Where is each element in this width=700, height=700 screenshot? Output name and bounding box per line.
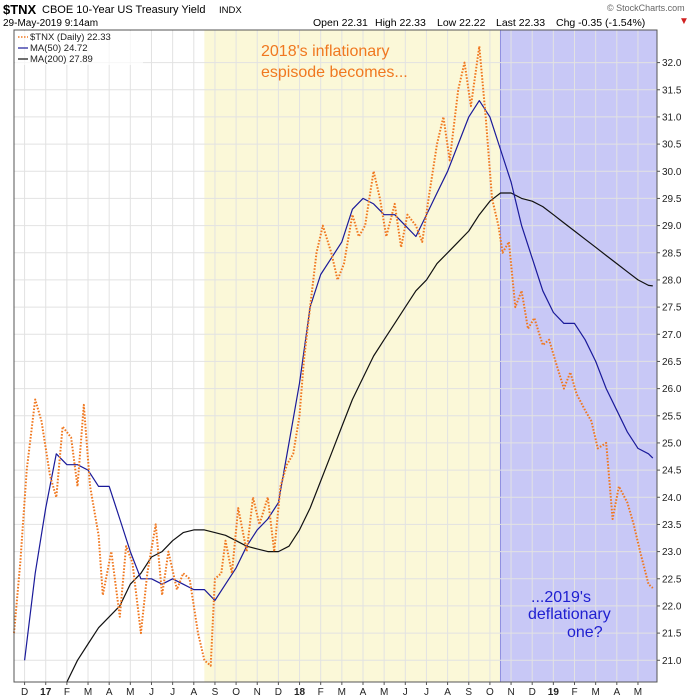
- x-tick-label: M: [380, 687, 388, 698]
- y-tick-label: 26.5: [662, 357, 682, 368]
- x-tick-label: F: [571, 687, 577, 698]
- x-tick-label: F: [318, 687, 324, 698]
- x-tick-label: 18: [294, 687, 306, 698]
- y-tick-label: 30.5: [662, 140, 682, 151]
- x-tick-label: M: [84, 687, 92, 698]
- series-ma200: [66, 192, 653, 683]
- quote-change: Chg -0.35 (-1.54%): [556, 17, 646, 29]
- y-tick-label: 28.5: [662, 248, 682, 259]
- x-tick-label: A: [444, 687, 451, 698]
- y-tick-label: 27.5: [662, 303, 682, 314]
- legend-ma50-label: MA(50) 24.72: [30, 43, 88, 54]
- x-tick-label: A: [360, 687, 367, 698]
- x-tick-label: S: [212, 687, 219, 698]
- y-tick-label: 21.5: [662, 629, 682, 640]
- y-tick-label: 30.0: [662, 167, 682, 178]
- x-tick-label: D: [21, 687, 28, 698]
- annotation-deflation-line3: one?: [567, 624, 603, 641]
- deflationary-episode-band: [499, 29, 658, 683]
- y-tick-label: 24.0: [662, 493, 682, 504]
- x-axis: D 17 F M A M J J A S O N D 18 F M A M J J A S O N D 19 F M A M: [21, 682, 642, 698]
- annotation-inflation: 2018's inflationary espisode becomes...: [261, 43, 408, 81]
- y-axis: 21.0 21.5 22.0 22.5 23.0 23.5 24.0 24.5 25.0 25.5…: [657, 58, 682, 667]
- x-tick-label: J: [403, 687, 408, 698]
- y-tick-label: 24.5: [662, 466, 682, 477]
- x-tick-label: N: [507, 687, 514, 698]
- y-tick-label: 22.0: [662, 601, 682, 612]
- legend: $TNX (Daily) 22.33 MA(50) 24.72 MA(200) …: [15, 31, 143, 65]
- x-tick-label: O: [486, 687, 494, 698]
- change-down-arrow-icon: ▼: [679, 16, 689, 27]
- x-tick-label: A: [190, 687, 197, 698]
- x-tick-label: A: [106, 687, 113, 698]
- y-tick-label: 23.5: [662, 520, 682, 531]
- x-tick-label: M: [338, 687, 346, 698]
- x-tick-label: F: [64, 687, 70, 698]
- y-tick-label: 31.0: [662, 112, 682, 123]
- quote-low: Low 22.22: [437, 17, 486, 29]
- quote-date: 29-May-2019 9:14am: [3, 18, 99, 29]
- x-tick-label: M: [126, 687, 134, 698]
- y-tick-label: 29.0: [662, 221, 682, 232]
- series-layer: [13, 45, 654, 683]
- y-tick-label: 32.0: [662, 58, 682, 69]
- plot-frame: [13, 29, 658, 683]
- annotation-deflation-line2: deflationary: [528, 606, 611, 623]
- annotation-deflation: ...2019's deflationary one?: [528, 589, 611, 641]
- quote-high: High 22.33: [375, 17, 426, 29]
- y-tick-label: 25.5: [662, 411, 682, 422]
- x-tick-label: D: [529, 687, 536, 698]
- annotation-inflation-line2: espisode becomes...: [261, 64, 408, 81]
- legend-ma200-label: MA(200) 27.89: [30, 54, 93, 65]
- x-tick-label: N: [254, 687, 261, 698]
- y-tick-label: 28.0: [662, 275, 682, 286]
- legend-price-label: $TNX (Daily) 22.33: [30, 32, 111, 43]
- y-tick-label: 31.5: [662, 85, 682, 96]
- x-tick-label: J: [170, 687, 175, 698]
- annotation-deflation-line1: ...2019's: [531, 589, 591, 606]
- grid-lines: [14, 30, 657, 682]
- x-tick-label: A: [613, 687, 620, 698]
- quote-last: Last 22.33: [496, 17, 546, 29]
- ticker-name: CBOE 10-Year US Treasury Yield: [42, 4, 206, 16]
- series-ma50: [24, 99, 654, 661]
- y-tick-label: 29.5: [662, 194, 682, 205]
- y-tick-label: 21.0: [662, 656, 682, 667]
- x-tick-label: J: [424, 687, 429, 698]
- y-tick-label: 27.0: [662, 330, 682, 341]
- watermark: © StockCharts.com: [607, 3, 685, 13]
- y-tick-label: 25.0: [662, 438, 682, 449]
- x-tick-label: 17: [40, 687, 52, 698]
- y-tick-label: 23.0: [662, 547, 682, 558]
- x-tick-label: 19: [548, 687, 560, 698]
- x-tick-label: D: [275, 687, 282, 698]
- inflationary-episode-band: [204, 30, 501, 682]
- annotation-inflation-line1: 2018's inflationary: [261, 43, 389, 60]
- x-tick-label: M: [634, 687, 642, 698]
- y-tick-label: 22.5: [662, 574, 682, 585]
- ticker-exchange: INDX: [219, 5, 242, 16]
- x-tick-label: O: [232, 687, 240, 698]
- x-tick-label: S: [465, 687, 472, 698]
- series-tnx-daily: [13, 45, 654, 667]
- x-tick-label: J: [149, 687, 154, 698]
- y-tick-label: 26.0: [662, 384, 682, 395]
- quote-open: Open 22.31: [313, 17, 368, 29]
- x-tick-label: M: [591, 687, 599, 698]
- ticker-symbol: $TNX: [3, 2, 37, 17]
